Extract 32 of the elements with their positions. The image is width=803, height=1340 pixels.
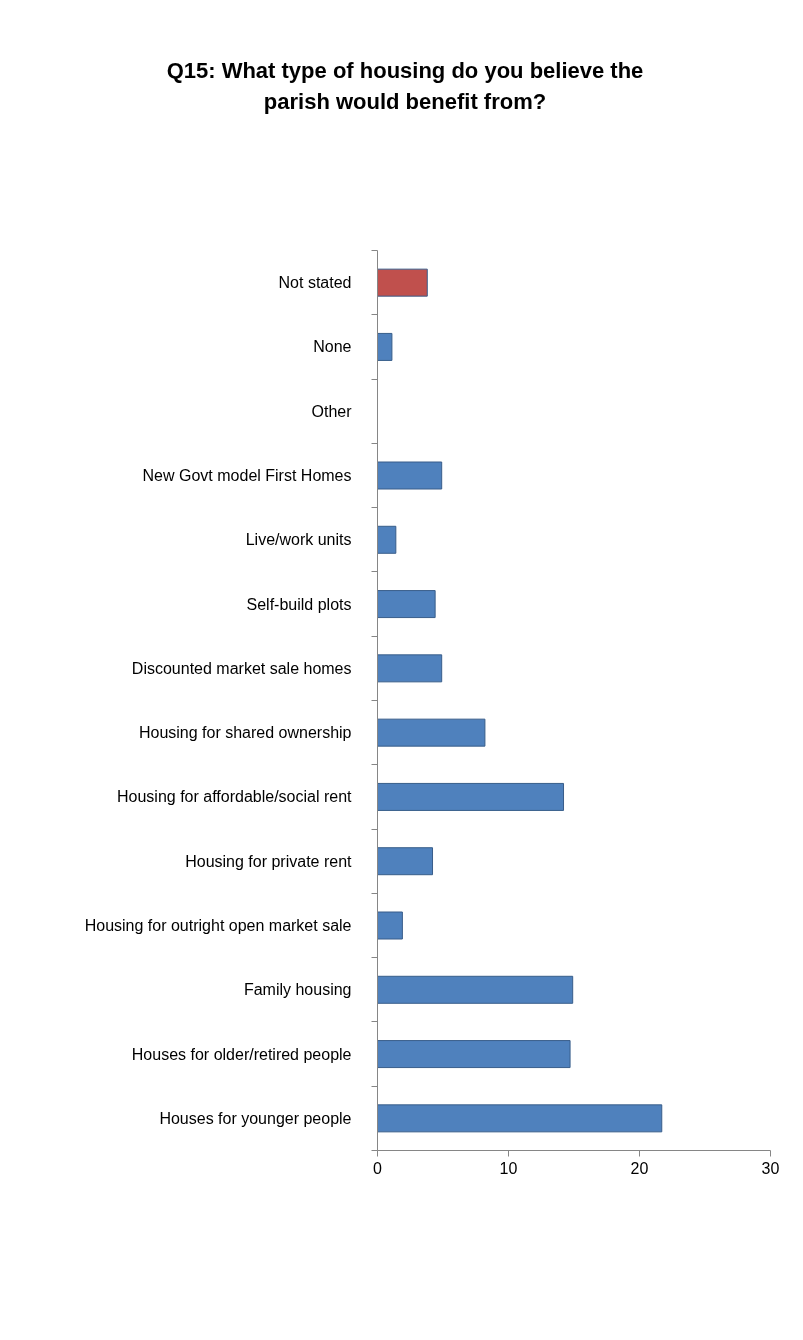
y-tick-label: Self-build plots xyxy=(246,595,352,613)
y-tick-label: None xyxy=(313,338,352,356)
bar xyxy=(377,847,434,876)
y-tick-label: Houses for older/retired people xyxy=(131,1045,352,1063)
y-tick-label: Housing for shared ownership xyxy=(138,724,352,742)
bar xyxy=(377,782,565,811)
bar xyxy=(377,525,397,554)
y-tick-label: Live/work units xyxy=(245,531,352,549)
bar xyxy=(377,332,393,361)
y-tick-label: Houses for younger people xyxy=(159,1109,352,1127)
y-tick-label: New Govt model First Homes xyxy=(142,467,352,484)
bar xyxy=(377,911,403,940)
y-tick-label: Discounted market sale homes xyxy=(131,659,352,677)
bar xyxy=(377,975,574,1004)
x-tick-label: 10 xyxy=(499,1159,518,1177)
y-tick-label: Housing for outright open market sale xyxy=(84,917,352,934)
x-tick-label: 30 xyxy=(761,1159,780,1177)
bar xyxy=(377,1040,571,1069)
y-tick-label: Housing for private rent xyxy=(185,852,353,870)
y-tick-label: Not stated xyxy=(278,274,352,292)
bar xyxy=(377,268,428,297)
chart-title: Q15: What type of housing do you believe the parish would benefit from? xyxy=(166,57,644,117)
bar xyxy=(377,718,486,747)
bar xyxy=(377,461,443,490)
y-tick-label: Family housing xyxy=(243,981,352,999)
x-tick-label: 0 xyxy=(373,1159,383,1177)
y-tick-label: Housing for affordable/social rent xyxy=(116,788,353,806)
bar xyxy=(377,1104,663,1133)
bar xyxy=(377,654,443,683)
x-tick-label: 20 xyxy=(630,1159,649,1177)
bar xyxy=(377,590,436,619)
y-tick-label: Other xyxy=(311,402,353,420)
